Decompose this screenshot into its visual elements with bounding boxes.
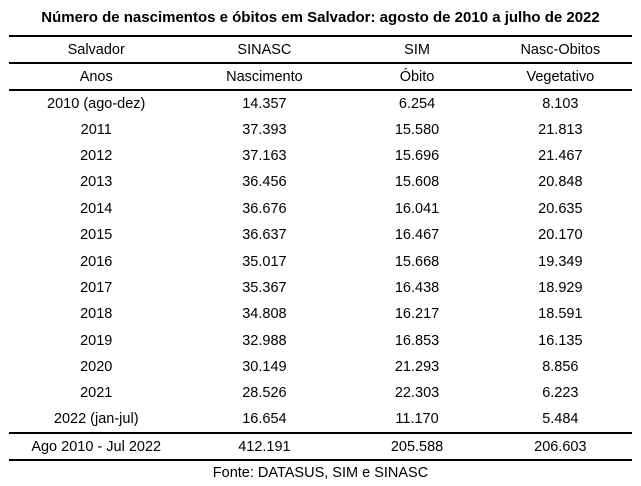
total-deaths-cell: 205.588 [390,438,444,455]
year-cell: 2022 (jan-jul) [53,411,139,428]
births-cell: 35.017 [242,253,287,270]
header-row-systems: Salvador SINASC SIM Nasc-Obitos [9,36,632,63]
deaths-cell: 22.303 [394,385,440,402]
births-cell: 16.654 [242,411,287,428]
vegetative-cell: 6.223 [542,385,579,402]
table-row: 2015 36.637 16.467 20.170 [9,222,632,248]
table-row: 2020 30.149 21.293 8.856 [9,354,632,380]
table-row: 2012 37.163 15.696 21.467 [9,143,632,169]
table-row: 2017 35.367 16.438 18.929 [9,275,632,301]
vegetative-cell: 5.484 [542,411,579,428]
year-cell: 2021 [80,385,113,402]
total-births-cell: 412.191 [238,438,291,455]
deaths-cell: 21.293 [394,359,440,376]
year-cell: 2013 [80,174,113,191]
year-cell: 2014 [80,200,113,217]
births-cell: 36.456 [242,174,287,191]
header-anos: Anos [79,68,113,85]
deaths-cell: 16.853 [394,332,440,349]
vegetative-cell: 16.135 [538,332,583,349]
table-row: 2018 34.808 16.217 18.591 [9,301,632,327]
table-title: Número de nascimentos e óbitos em Salvad… [41,9,600,26]
vegetative-cell: 20.848 [538,174,583,191]
table-body: 2010 (ago-dez) 14.357 6.254 8.103 2011 3… [9,90,632,433]
deaths-cell: 15.696 [394,147,440,164]
table-row: 2021 28.526 22.303 6.223 [9,380,632,406]
deaths-cell: 15.668 [394,253,440,270]
table-row: 2014 36.676 16.041 20.635 [9,196,632,222]
year-cell: 2015 [80,227,113,244]
year-cell: 2019 [80,332,113,349]
total-row: Ago 2010 - Jul 2022 412.191 205.588 206.… [9,433,632,461]
table-row: 2019 32.988 16.853 16.135 [9,328,632,354]
year-cell: 2020 [80,359,113,376]
header-salvador: Salvador [67,41,125,58]
deaths-cell: 6.254 [398,95,436,112]
vegetative-cell: 20.170 [538,227,583,244]
header-nasc-obitos: Nasc-Obitos [520,41,601,58]
deaths-cell: 16.467 [394,227,440,244]
header-obito: Óbito [399,68,435,85]
vegetative-cell: 21.813 [538,121,583,138]
births-cell: 35.367 [242,279,287,296]
total-period-cell: Ago 2010 - Jul 2022 [31,438,162,455]
vegetative-cell: 19.349 [538,253,583,270]
year-cell: 2016 [80,253,113,270]
births-cell: 28.526 [242,385,287,402]
births-cell: 30.149 [242,359,287,376]
header-row-columns: Anos Nascimento Óbito Vegetativo [9,63,632,90]
table-footer: Ago 2010 - Jul 2022 412.191 205.588 206.… [9,433,632,461]
header-nascimento: Nascimento [226,68,303,85]
data-table: Salvador SINASC SIM Nasc-Obitos Anos Nas… [9,35,632,461]
deaths-cell: 11.170 [395,411,439,428]
year-cell: 2011 [80,121,112,138]
births-cell: 37.393 [242,121,287,138]
year-cell: 2017 [80,279,113,296]
source-note: Fonte: DATASUS, SIM e SINASC [212,465,429,482]
table-row: 2010 (ago-dez) 14.357 6.254 8.103 [9,90,632,116]
vegetative-cell: 20.635 [538,200,583,217]
vegetative-cell: 18.591 [538,306,583,323]
births-cell: 14.357 [242,95,287,112]
year-cell: 2012 [80,147,113,164]
total-vegetative-cell: 206.603 [534,438,587,455]
vegetative-cell: 8.856 [542,359,579,376]
births-cell: 36.637 [242,227,287,244]
vegetative-cell: 18.929 [538,279,583,296]
deaths-cell: 15.608 [394,174,440,191]
deaths-cell: 16.438 [394,279,440,296]
table-row: 2022 (jan-jul) 16.654 11.170 5.484 [9,407,632,433]
births-cell: 34.808 [242,306,287,323]
header-vegetativo: Vegetativo [526,68,595,85]
deaths-cell: 15.580 [394,121,440,138]
births-cell: 36.676 [242,200,287,217]
year-cell: 2010 (ago-dez) [47,95,146,112]
vegetative-cell: 21.467 [538,147,583,164]
deaths-cell: 16.217 [394,306,440,323]
table-row: 2016 35.017 15.668 19.349 [9,248,632,274]
header-sinasc: SINASC [237,41,292,58]
table-row: 2011 37.393 15.580 21.813 [9,116,632,142]
table-header: Salvador SINASC SIM Nasc-Obitos Anos Nas… [9,36,632,90]
births-cell: 37.163 [242,147,287,164]
vegetative-cell: 8.103 [542,95,579,112]
deaths-cell: 16.041 [394,200,440,217]
header-sim: SIM [404,41,430,58]
table-row: 2013 36.456 15.608 20.848 [9,169,632,195]
year-cell: 2018 [80,306,113,323]
births-cell: 32.988 [242,332,287,349]
